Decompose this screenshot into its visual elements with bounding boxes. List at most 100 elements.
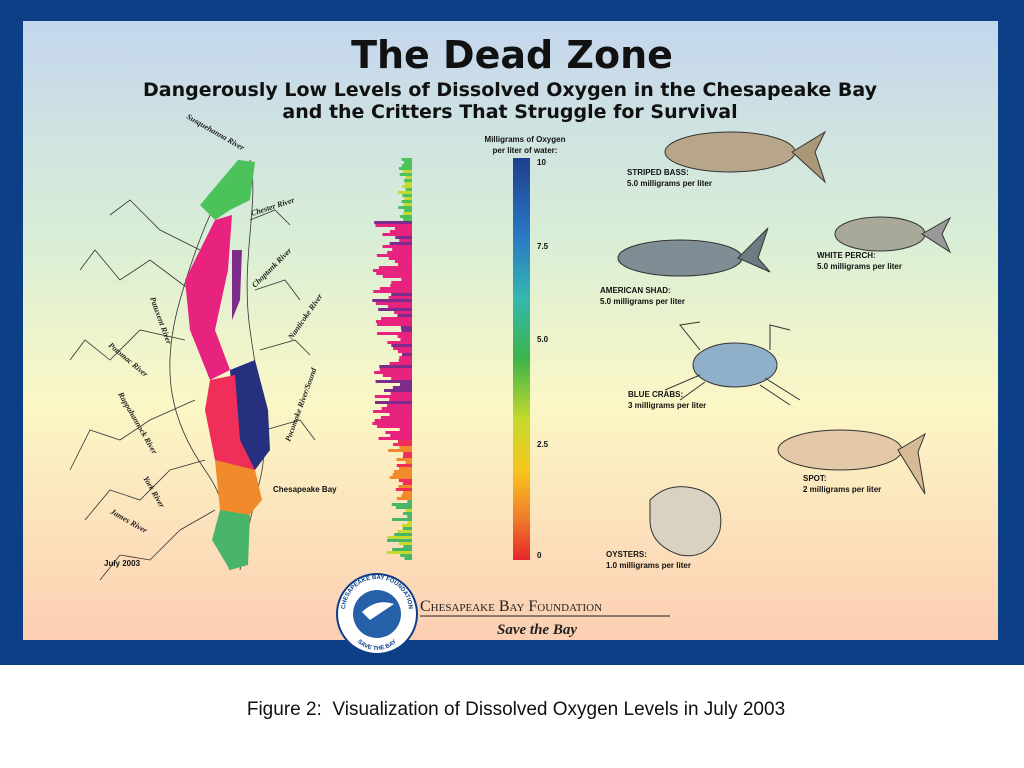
profile-band — [398, 263, 412, 266]
profile-band — [398, 542, 412, 545]
poster-title: The Dead Zone — [351, 33, 673, 77]
profile-band — [390, 434, 412, 437]
profile-band — [374, 395, 412, 398]
profile-band — [391, 293, 412, 296]
profile-band — [387, 341, 412, 344]
profile-band — [399, 239, 412, 242]
profile-band — [389, 230, 412, 233]
critter-name: OYSTERS: — [606, 550, 647, 559]
figure-caption: Figure 2: Visualization of Dissolved Oxy… — [247, 699, 785, 720]
profile-band — [374, 221, 412, 224]
profile-band — [381, 317, 412, 320]
profile-band — [401, 164, 412, 167]
profile-band — [375, 401, 412, 404]
profile-band — [405, 509, 412, 512]
profile-band — [407, 500, 412, 503]
critter-name: WHITE PERCH: — [817, 251, 876, 260]
scale-tick-label: 5.0 — [537, 335, 549, 344]
profile-band — [378, 437, 412, 440]
critter-name: SPOT: — [803, 474, 827, 483]
profile-band — [385, 431, 412, 434]
profile-band — [403, 212, 412, 215]
profile-band — [407, 521, 412, 524]
profile-band — [403, 203, 412, 206]
profile-band — [399, 383, 412, 386]
critter-level: 3 milligrams per liter — [628, 401, 706, 410]
profile-band — [392, 248, 412, 251]
profile-band — [379, 365, 412, 368]
profile-band — [390, 284, 412, 287]
profile-band — [404, 161, 412, 164]
critter-name: BLUE CRABS: — [628, 390, 683, 399]
foundation-name: Chesapeake Bay Foundation — [420, 598, 602, 615]
profile-band — [405, 461, 412, 464]
profile-band — [391, 344, 412, 347]
profile-band — [389, 242, 412, 245]
profile-band — [382, 275, 412, 278]
profile-band — [391, 281, 412, 284]
profile-band — [401, 494, 412, 497]
profile-band — [403, 218, 412, 221]
profile-band — [391, 503, 412, 506]
profile-band — [372, 410, 412, 413]
profile-band — [399, 173, 412, 176]
scale-tick-label: 10 — [537, 158, 546, 167]
profile-band — [390, 392, 412, 395]
profile-band — [397, 335, 412, 338]
poster-subtitle: Dangerously Low Levels of Dissolved Oxyg… — [143, 79, 878, 101]
legend-title: Milligrams of Oxygen — [485, 135, 566, 144]
profile-band — [395, 488, 412, 491]
profile-band — [397, 350, 412, 353]
profile-band — [387, 404, 412, 407]
profile-band — [405, 176, 412, 179]
profile-band — [396, 497, 412, 500]
profile-band — [399, 428, 412, 431]
profile-band — [389, 398, 412, 401]
profile-band — [395, 506, 412, 509]
profile-band — [393, 443, 412, 446]
profile-band — [392, 548, 412, 551]
profile-band — [391, 377, 412, 380]
profile-band — [402, 482, 412, 485]
profile-band — [398, 479, 412, 482]
critter-level: 5.0 milligrams per liter — [627, 179, 712, 188]
profile-band — [372, 422, 412, 425]
legend-title: per liter of water: — [493, 146, 558, 155]
profile-band — [382, 374, 412, 377]
profile-band — [402, 185, 412, 188]
profile-band — [389, 413, 412, 416]
profile-band — [398, 467, 412, 470]
profile-band — [387, 539, 412, 542]
profile-band — [400, 338, 412, 341]
critter-level: 1.0 milligrams per liter — [606, 561, 691, 570]
profile-band — [387, 536, 412, 539]
profile-band — [382, 233, 412, 236]
profile-band — [403, 512, 412, 515]
poster-panel — [23, 21, 998, 640]
profile-band — [402, 455, 412, 458]
profile-band — [379, 287, 412, 290]
profile-band — [402, 527, 412, 530]
profile-band — [399, 215, 412, 218]
profile-band — [382, 245, 412, 248]
profile-band — [404, 182, 412, 185]
profile-band — [402, 170, 412, 173]
map-date: July 2003 — [104, 559, 141, 568]
profile-band — [404, 209, 412, 212]
profile-band — [376, 272, 412, 275]
profile-band — [381, 407, 412, 410]
profile-band — [398, 359, 412, 362]
profile-band — [404, 197, 412, 200]
profile-band — [372, 299, 412, 302]
profile-band — [377, 332, 412, 335]
profile-band — [397, 530, 412, 533]
bay-label: Chesapeake Bay — [273, 485, 337, 494]
profile-band — [383, 389, 412, 392]
profile-band — [379, 266, 412, 269]
scale-tick-label: 2.5 — [537, 440, 549, 449]
profile-band — [379, 368, 412, 371]
scale-tick-label: 7.5 — [537, 242, 549, 251]
profile-band — [404, 557, 412, 560]
profile-band — [389, 476, 412, 479]
profile-band — [372, 269, 412, 272]
